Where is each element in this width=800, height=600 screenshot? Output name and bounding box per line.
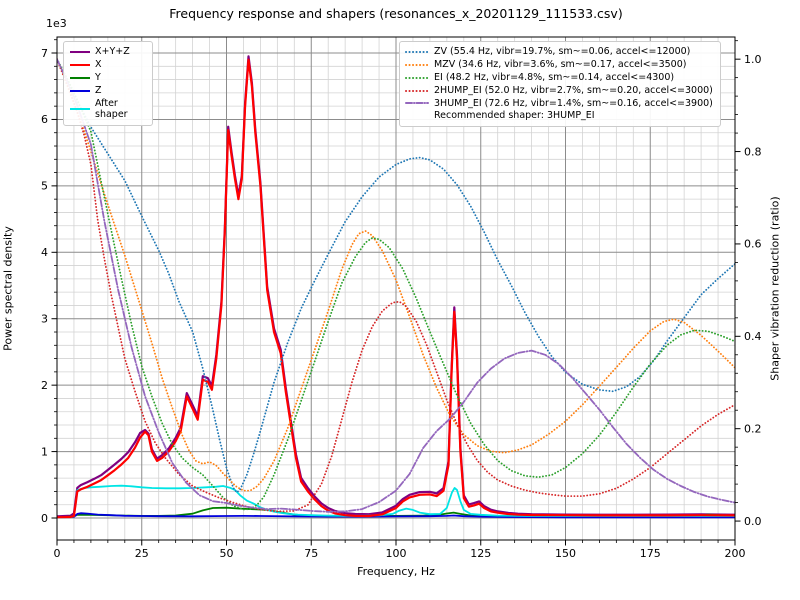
legend-shapers: ZV (55.4 Hz, vibr=19.7%, sm~=0.06, accel…: [399, 41, 721, 128]
legend-swatch: [405, 50, 429, 53]
svg-text:0.6: 0.6: [744, 238, 762, 251]
curve-z: [57, 512, 735, 519]
curve-zv: [57, 58, 735, 494]
svg-text:3: 3: [41, 313, 48, 326]
legend-swatch-empty: [405, 111, 429, 121]
svg-text:0.2: 0.2: [744, 422, 762, 435]
x-axis-label: Frequency, Hz: [357, 565, 435, 578]
legend-item-x-y-z: X+Y+Z: [69, 46, 145, 58]
legend-swatch: [70, 50, 90, 53]
svg-text:0.0: 0.0: [744, 515, 762, 528]
curve-2hump-ei: [57, 58, 735, 513]
legend-item-2hump-ei: 2HUMP_EI (52.0 Hz, vibr=2.7%, sm~=0.20, …: [405, 85, 713, 97]
svg-text:0: 0: [54, 547, 61, 560]
legend-swatch: [405, 89, 429, 92]
legend-swatch: [70, 76, 90, 79]
legend-item-y: Y: [69, 72, 145, 84]
svg-text:150: 150: [555, 547, 576, 560]
svg-text:0: 0: [41, 512, 48, 525]
legend-label: MZV (34.6 Hz, vibr=3.6%, sm~=0.17, accel…: [434, 58, 687, 70]
svg-text:1: 1: [41, 445, 48, 458]
legend-swatch: [70, 63, 90, 66]
legend-swatch: [405, 102, 429, 105]
legend-psd: X+Y+Z X Y Z After shaper: [63, 41, 153, 127]
curve-after-shaper: [57, 484, 735, 519]
legend-item-ei: EI (48.2 Hz, vibr=4.8%, sm~=0.14, accel<…: [405, 72, 713, 84]
legend-swatch: [405, 76, 429, 79]
y-axis-label-left: Power spectral density: [1, 226, 15, 351]
legend-swatch: [70, 108, 90, 111]
legend-item-z: Z: [69, 85, 145, 97]
axis-ticks: 0 25 50 75 100 125 150 175 200 0 1 2 3 4 5 6 7 0.0 0.2 0.4 0…: [41, 39, 762, 560]
svg-text:75: 75: [304, 547, 318, 560]
svg-text:4: 4: [41, 246, 48, 259]
svg-text:0.4: 0.4: [744, 330, 762, 343]
curve-x: [57, 58, 735, 519]
svg-text:200: 200: [725, 547, 746, 560]
legend-label: EI (48.2 Hz, vibr=4.8%, sm~=0.14, accel<…: [434, 71, 675, 83]
svg-text:0.8: 0.8: [744, 145, 762, 158]
legend-label: After shaper: [95, 97, 128, 121]
legend-label: Y: [95, 71, 101, 83]
svg-text:125: 125: [470, 547, 491, 560]
legend-label: ZV (55.4 Hz, vibr=19.7%, sm~=0.06, accel…: [434, 46, 691, 57]
svg-text:175: 175: [640, 547, 661, 560]
svg-text:100: 100: [386, 547, 407, 560]
legend-label: X: [95, 58, 102, 70]
curve-3hump-ei: [57, 58, 735, 513]
legend-swatch: [405, 63, 429, 66]
legend-label: Z: [95, 84, 102, 96]
chart-title: Frequency response and shapers (resonanc…: [169, 6, 623, 21]
legend-swatch: [70, 89, 90, 92]
legend-item-x: X: [69, 59, 145, 71]
curve-ei: [57, 58, 735, 511]
legend-label: X+Y+Z: [95, 46, 130, 57]
curves: [57, 55, 735, 519]
legend-label: 2HUMP_EI (52.0 Hz, vibr=2.7%, sm~=0.20, …: [434, 84, 713, 96]
svg-text:50: 50: [220, 547, 234, 560]
curve-mzv: [57, 58, 735, 492]
recommended-shaper-text: Recommended shaper: 3HUMP_EI: [434, 110, 595, 122]
svg-text:25: 25: [135, 547, 149, 560]
legend-item-after-shaper: After shaper: [69, 98, 145, 122]
legend-item-3hump-ei: 3HUMP_EI (72.6 Hz, vibr=1.4%, sm~=0.16, …: [405, 98, 713, 110]
legend-item-mzv: MZV (34.6 Hz, vibr=3.6%, sm~=0.17, accel…: [405, 59, 713, 71]
svg-text:7: 7: [41, 47, 48, 60]
svg-text:1.0: 1.0: [744, 53, 762, 66]
svg-text:2: 2: [41, 379, 48, 392]
y-axis-label-right: Shaper vibration reduction (ratio): [768, 196, 782, 381]
legend-item-zv: ZV (55.4 Hz, vibr=19.7%, sm~=0.06, accel…: [405, 46, 713, 58]
legend-item-recommended: Recommended shaper: 3HUMP_EI: [405, 110, 713, 122]
legend-label: 3HUMP_EI (72.6 Hz, vibr=1.4%, sm~=0.16, …: [434, 97, 713, 109]
svg-text:5: 5: [41, 180, 48, 193]
y-axis-offset-label: 1e3: [46, 17, 67, 30]
svg-text:6: 6: [41, 113, 48, 126]
